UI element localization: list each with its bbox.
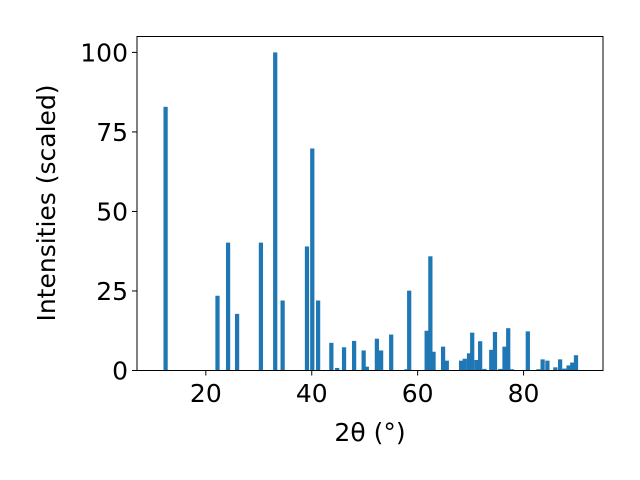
y-axis-label: Intensities (scaled) (32, 84, 61, 321)
bar (466, 353, 472, 371)
bar (280, 300, 285, 371)
bar (462, 358, 467, 371)
bar (258, 242, 264, 371)
y-axis-ticks: 0 25 50 75 100 (80, 38, 137, 386)
bar (474, 360, 479, 371)
bar (315, 300, 321, 371)
bar (234, 313, 240, 371)
x-tick-label: 20 (190, 379, 222, 408)
x-tick-label: 60 (402, 379, 434, 408)
bar (492, 332, 498, 371)
bar (428, 256, 433, 371)
plot-frame (136, 36, 604, 371)
bar (273, 52, 278, 371)
bar (329, 342, 334, 371)
bar (351, 340, 357, 371)
bar (506, 328, 511, 371)
y-tick-label: 75 (96, 118, 128, 147)
x-axis-label: 2θ (°) (334, 418, 405, 447)
bar (431, 351, 436, 371)
bar (540, 359, 545, 371)
bar (482, 368, 487, 371)
bar (470, 332, 475, 371)
bar (458, 360, 464, 371)
y-tick-label: 100 (80, 38, 128, 67)
bar (389, 334, 394, 371)
bar (502, 346, 507, 371)
x-tick-label: 40 (296, 379, 328, 408)
x-axis-ticks: 20 40 60 80 (190, 370, 540, 408)
bar (478, 341, 483, 371)
bar (407, 290, 412, 371)
bar (545, 360, 550, 371)
bar-series (163, 52, 579, 371)
bar (498, 368, 503, 371)
bar (509, 369, 515, 371)
bar (361, 350, 366, 371)
bar (557, 359, 563, 371)
bar (440, 346, 446, 371)
bar (341, 347, 347, 371)
bar (374, 338, 380, 371)
x-tick-label: 80 (508, 379, 540, 408)
bar (335, 367, 340, 371)
bar (573, 355, 579, 371)
bar (404, 369, 409, 371)
bar (163, 106, 168, 371)
bar (536, 369, 541, 371)
y-tick-label: 0 (112, 357, 128, 386)
bar (444, 360, 449, 371)
y-tick-label: 50 (96, 197, 128, 226)
bar (379, 350, 384, 371)
bar (525, 331, 530, 371)
bar (566, 365, 571, 371)
bar (570, 362, 575, 371)
bar (215, 295, 220, 371)
bar (489, 349, 494, 371)
bar (310, 148, 315, 371)
bar (225, 242, 231, 371)
bar (364, 366, 369, 371)
bar (424, 330, 429, 371)
bar (553, 367, 558, 371)
bar (304, 246, 310, 371)
y-tick-label: 25 (96, 277, 128, 306)
bar (562, 368, 567, 371)
